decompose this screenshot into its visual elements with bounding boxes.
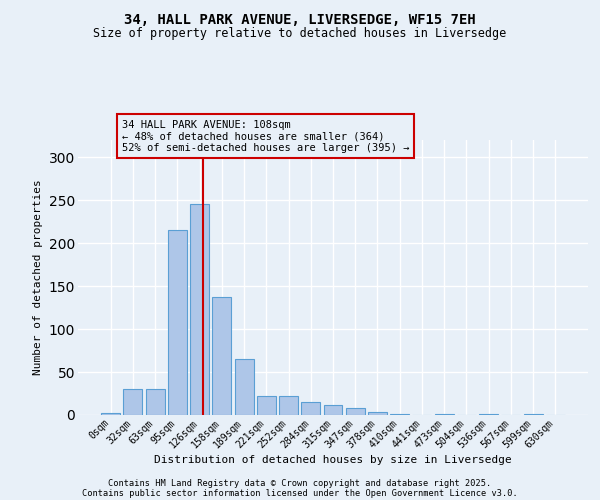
Bar	[235, 359, 254, 415]
Text: 34 HALL PARK AVENUE: 108sqm
← 48% of detached houses are smaller (364)
52% of se: 34 HALL PARK AVENUE: 108sqm ← 48% of det…	[122, 120, 409, 153]
Bar	[435, 414, 454, 415]
Bar	[390, 414, 409, 415]
Bar	[124, 389, 142, 415]
Bar	[301, 402, 320, 415]
Text: Size of property relative to detached houses in Liversedge: Size of property relative to detached ho…	[94, 28, 506, 40]
Bar	[323, 404, 343, 415]
Text: Contains HM Land Registry data © Crown copyright and database right 2025.: Contains HM Land Registry data © Crown c…	[109, 478, 491, 488]
Bar	[190, 204, 209, 415]
Text: 34, HALL PARK AVENUE, LIVERSEDGE, WF15 7EH: 34, HALL PARK AVENUE, LIVERSEDGE, WF15 7…	[124, 12, 476, 26]
Bar	[368, 412, 387, 415]
Y-axis label: Number of detached properties: Number of detached properties	[33, 180, 43, 376]
Bar	[146, 389, 164, 415]
Bar	[479, 414, 498, 415]
Bar	[168, 230, 187, 415]
Bar	[257, 396, 276, 415]
Bar	[279, 396, 298, 415]
Bar	[212, 298, 231, 415]
Bar	[101, 414, 120, 415]
Text: Contains public sector information licensed under the Open Government Licence v3: Contains public sector information licen…	[82, 488, 518, 498]
Bar	[346, 408, 365, 415]
Bar	[524, 414, 542, 415]
X-axis label: Distribution of detached houses by size in Liversedge: Distribution of detached houses by size …	[154, 456, 512, 466]
